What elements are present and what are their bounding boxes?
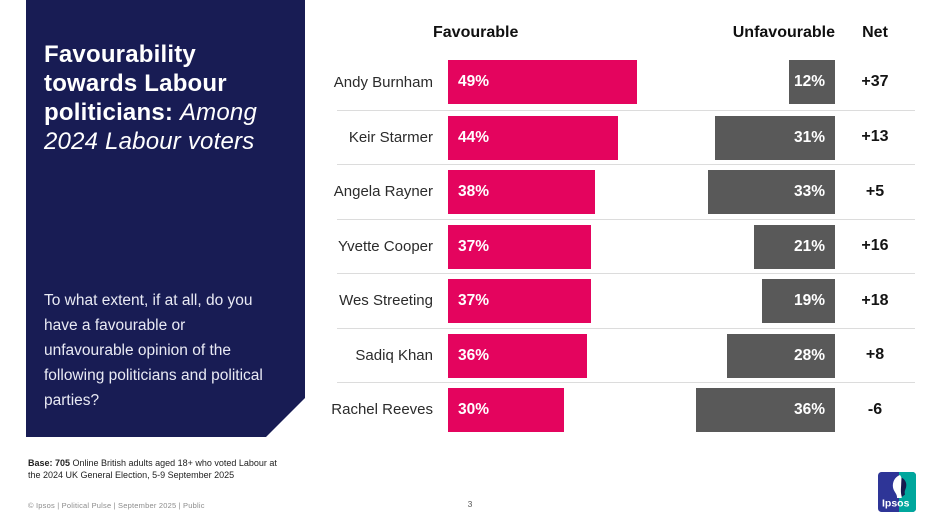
unfavourable-value: 21% (793, 237, 825, 255)
logo-wordmark: Ipsos (882, 498, 910, 510)
politician-label: Andy Burnham (333, 73, 433, 91)
favourable-bar: 36% (448, 333, 587, 378)
chart-row: Wes Streeting 37% 19% +18 (337, 273, 915, 328)
survey-question: To what extent, if at all, do you have a… (44, 292, 263, 409)
chart-row: Sadiq Khan 36% 28% +8 (337, 327, 915, 383)
chart-row: Yvette Cooper 37% 21% +16 (337, 218, 915, 274)
politician-label: Yvette Cooper (337, 237, 433, 255)
favourable-value: 38% (458, 183, 490, 200)
base-note-rest: Online British adults aged 18+ who voted… (28, 458, 277, 480)
politician-label: Sadiq Khan (355, 346, 433, 364)
net-value: +16 (861, 237, 889, 255)
unfavourable-bar: 33% (707, 170, 835, 214)
politician-label: Wes Streeting (339, 292, 433, 310)
base-note: Base: 705 Online British adults aged 18+… (28, 458, 290, 481)
unfavourable-value: 19% (793, 292, 825, 309)
politician-label: Angela Rayner (333, 183, 433, 201)
unfavourable-bar: 21% (753, 224, 835, 269)
column-header-favourable: Favourable (433, 24, 519, 41)
logo-face-light (892, 475, 903, 498)
unfavourable-value: 28% (793, 346, 825, 364)
favourable-value: 36% (458, 346, 490, 364)
logo-face-dark (900, 477, 907, 497)
favourable-bar: 37% (448, 224, 591, 269)
favourable-value: 30% (458, 401, 490, 418)
chart-rows: Andy Burnham 49% 12% +37 Keir Starmer 44% 31% +… (331, 55, 915, 437)
favourable-value: 37% (458, 292, 490, 309)
title-panel: Favourability towards Labour politicians… (26, 0, 305, 437)
column-header-net: Net (862, 24, 888, 41)
page-number: 3 (467, 499, 473, 509)
chart-row: Andy Burnham 49% 12% +37 (333, 55, 915, 110)
unfavourable-bar: 31% (715, 115, 835, 160)
unfavourable-bar: 28% (726, 333, 835, 378)
unfavourable-value: 12% (793, 73, 825, 90)
column-header-unfavourable: Unfavourable (732, 24, 835, 41)
favourable-bar: 37% (448, 279, 591, 323)
net-value: -6 (867, 400, 883, 418)
base-note-bold: Base: 705 (28, 458, 71, 468)
favourable-bar: 44% (448, 115, 618, 160)
chart-row: Angela Rayner 38% 33% +5 (333, 164, 915, 219)
unfavourable-bar: 19% (761, 279, 835, 323)
net-value: +13 (861, 128, 889, 146)
slide-title: Favourability towards Labour politicians… (44, 40, 276, 156)
slide-title-italic: Among 2024 Labour voters (44, 99, 258, 155)
unfavourable-bar: 12% (788, 60, 835, 104)
chart-row: Keir Starmer 44% 31% +13 (337, 109, 915, 165)
favourable-bar: 30% (448, 388, 564, 432)
slide-title-bold: Favourability towards Labour politicians… (44, 41, 227, 126)
favourable-bar: 49% (448, 60, 638, 104)
politician-label: Keir Starmer (348, 128, 433, 146)
net-value: +5 (865, 182, 885, 200)
unfavourable-bar: 36% (696, 388, 835, 432)
net-value: +8 (865, 346, 885, 364)
net-value: +37 (861, 73, 889, 91)
politician-label: Rachel Reeves (331, 401, 433, 419)
favourable-value: 49% (458, 73, 490, 90)
unfavourable-value: 36% (793, 401, 825, 418)
chart-row: Rachel Reeves 30% 36% -6 (331, 382, 915, 437)
net-value: +18 (861, 291, 889, 309)
unfavourable-value: 31% (793, 128, 825, 146)
ipsos-logo: Ipsos (878, 472, 916, 512)
favourable-value: 37% (458, 237, 490, 255)
favourable-bar: 38% (448, 170, 595, 214)
unfavourable-value: 33% (793, 183, 825, 200)
copyright-line: © Ipsos | Political Pulse | September 20… (28, 501, 205, 510)
favourable-value: 44% (458, 128, 490, 146)
